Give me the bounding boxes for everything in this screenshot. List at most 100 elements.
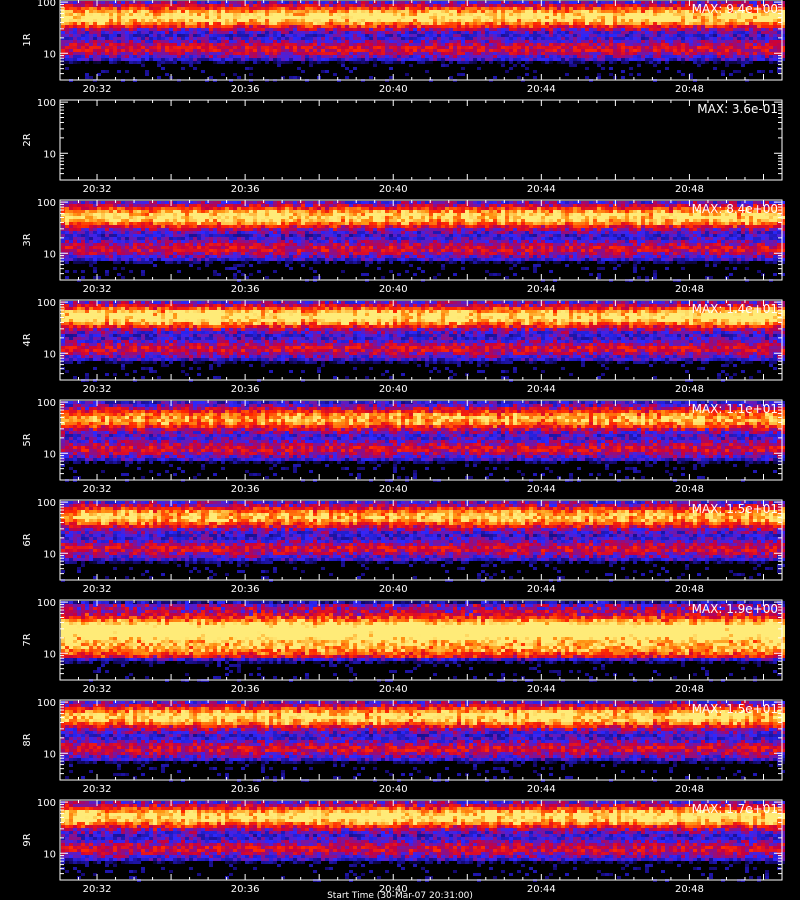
heatmap-cell [201, 210, 205, 213]
heatmap-cell [345, 76, 349, 79]
heatmap-cell [101, 46, 105, 49]
heatmap-cell [517, 55, 521, 58]
heatmap-cell [649, 49, 653, 52]
heatmap-cell [269, 1, 273, 4]
heatmap-cell [109, 58, 113, 61]
heatmap-cell [429, 4, 433, 7]
heatmap-cell [213, 237, 217, 240]
heatmap-cell [221, 243, 225, 246]
heatmap-cell [705, 61, 709, 64]
heatmap-cell [741, 49, 745, 52]
heatmap-cell [321, 16, 325, 19]
heatmap-cell [129, 222, 133, 225]
heatmap-cell [309, 49, 313, 52]
heatmap-cell [449, 1, 453, 4]
heatmap-cell [301, 55, 305, 58]
heatmap-cell [729, 55, 733, 58]
heatmap-cell [621, 58, 625, 61]
heatmap-cell [69, 222, 73, 225]
heatmap-cell [201, 37, 205, 40]
heatmap-cell [445, 58, 449, 61]
heatmap-cell [201, 249, 205, 252]
heatmap-cell [129, 4, 133, 7]
heatmap-cell [353, 67, 357, 70]
heatmap-cell [161, 25, 165, 28]
heatmap-cell [77, 55, 81, 58]
heatmap-cell [141, 64, 145, 67]
heatmap-cell [565, 7, 569, 10]
heatmap-cell [745, 43, 749, 46]
heatmap-cell [381, 7, 385, 10]
heatmap-cell [329, 7, 333, 10]
heatmap-cell [533, 16, 537, 19]
heatmap-cell [361, 16, 365, 19]
heatmap-cell [105, 234, 109, 237]
y-tick-label: 100 [37, 98, 56, 109]
heatmap-cell [153, 228, 157, 231]
heatmap-cell [509, 28, 513, 31]
heatmap-cell [657, 13, 661, 16]
heatmap-cell [369, 16, 373, 19]
heatmap-cell [129, 28, 133, 31]
heatmap-cell [113, 4, 117, 7]
heatmap-cell [125, 231, 129, 234]
heatmap-cell [549, 34, 553, 37]
heatmap-cell [349, 43, 353, 46]
heatmap-cell [773, 34, 777, 37]
heatmap-cell [253, 61, 257, 64]
heatmap-cell [61, 234, 65, 237]
heatmap-cell [449, 61, 453, 64]
heatmap-cell [157, 46, 161, 49]
heatmap-cell [389, 13, 393, 16]
heatmap-cell [321, 31, 325, 34]
heatmap-cell [81, 276, 85, 279]
heatmap-cell [505, 49, 509, 52]
heatmap-cell [301, 40, 305, 43]
heatmap-cell [221, 16, 225, 19]
heatmap-cell [417, 10, 421, 13]
heatmap-cell [517, 76, 521, 79]
heatmap-cell [65, 10, 69, 13]
heatmap-cell [273, 19, 277, 22]
heatmap-cell [557, 22, 561, 25]
heatmap-cell [557, 31, 561, 34]
heatmap-cell [657, 37, 661, 40]
heatmap-cell [505, 16, 509, 19]
heatmap-cell [529, 1, 533, 4]
heatmap-cell [149, 258, 153, 261]
heatmap-cell [633, 16, 637, 19]
heatmap-cell [533, 52, 537, 55]
heatmap-cell [121, 240, 125, 243]
heatmap-cell [313, 55, 317, 58]
heatmap-cell [513, 40, 517, 43]
heatmap-cell [449, 4, 453, 7]
heatmap-cell [161, 228, 165, 231]
heatmap-cell [121, 43, 125, 46]
heatmap-cell [189, 216, 193, 219]
heatmap-cell [145, 52, 149, 55]
heatmap-cell [161, 213, 165, 216]
heatmap-cell [401, 61, 405, 64]
heatmap-cell [173, 222, 177, 225]
heatmap-cell [421, 1, 425, 4]
heatmap-cell [529, 16, 533, 19]
heatmap-cell [573, 7, 577, 10]
heatmap-cell [161, 46, 165, 49]
heatmap-cell [69, 231, 73, 234]
heatmap-cell [657, 43, 661, 46]
heatmap-cell [213, 225, 217, 228]
heatmap-cell [641, 31, 645, 34]
heatmap-cell [737, 46, 741, 49]
heatmap-cell [149, 4, 153, 7]
heatmap-cell [413, 49, 417, 52]
heatmap-cell [165, 43, 169, 46]
heatmap-cell [689, 28, 693, 31]
heatmap-cell [609, 46, 613, 49]
heatmap-cell [217, 243, 221, 246]
heatmap-cell [185, 61, 189, 64]
heatmap-cell [693, 1, 697, 4]
heatmap-cell [77, 255, 81, 258]
heatmap-cell [733, 37, 737, 40]
heatmap-cell [705, 52, 709, 55]
